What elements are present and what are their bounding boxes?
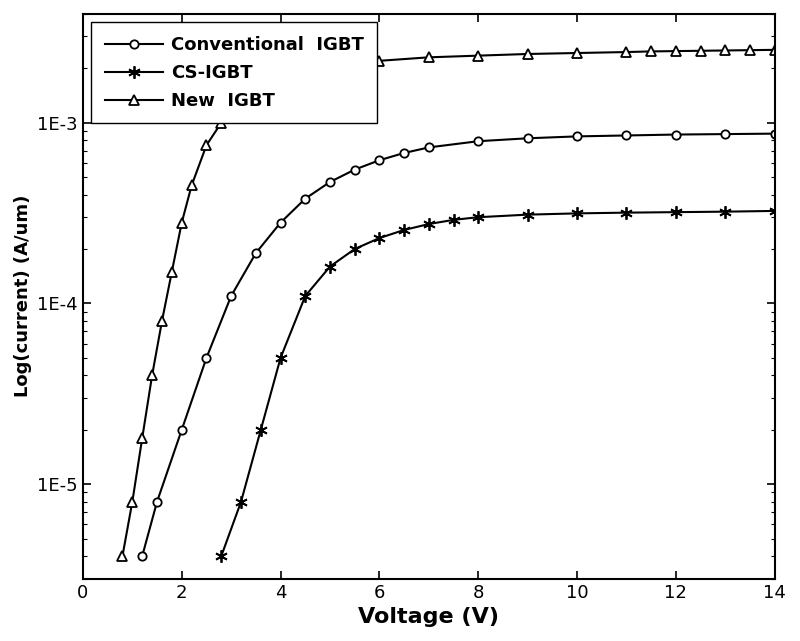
CS-IGBT	[399, 226, 409, 234]
New  IGBT	[167, 268, 177, 276]
New  IGBT	[523, 50, 533, 58]
New  IGBT	[127, 498, 137, 506]
Conventional  IGBT	[770, 129, 779, 137]
CS-IGBT	[721, 208, 730, 215]
New  IGBT	[251, 82, 261, 90]
Line: Conventional  IGBT: Conventional IGBT	[138, 129, 779, 560]
New  IGBT	[202, 142, 211, 149]
CS-IGBT	[374, 234, 384, 242]
Conventional  IGBT	[251, 249, 261, 257]
CS-IGBT	[572, 210, 582, 217]
CS-IGBT	[622, 209, 631, 217]
CS-IGBT	[770, 207, 779, 215]
New  IGBT	[770, 46, 779, 54]
CS-IGBT	[424, 221, 434, 228]
New  IGBT	[622, 48, 631, 56]
New  IGBT	[118, 553, 127, 560]
Line: CS-IGBT: CS-IGBT	[215, 204, 781, 562]
CS-IGBT	[350, 246, 359, 253]
CS-IGBT	[474, 213, 483, 221]
New  IGBT	[226, 104, 236, 112]
New  IGBT	[745, 46, 754, 54]
Conventional  IGBT	[721, 130, 730, 138]
Conventional  IGBT	[374, 156, 384, 164]
New  IGBT	[177, 219, 186, 226]
Conventional  IGBT	[399, 149, 409, 157]
New  IGBT	[217, 119, 226, 126]
Legend: Conventional  IGBT, CS-IGBT, New  IGBT: Conventional IGBT, CS-IGBT, New IGBT	[91, 22, 378, 123]
Conventional  IGBT	[350, 166, 359, 174]
New  IGBT	[187, 181, 197, 189]
Conventional  IGBT	[138, 553, 147, 560]
Conventional  IGBT	[671, 131, 681, 138]
X-axis label: Voltage (V): Voltage (V)	[358, 607, 499, 627]
New  IGBT	[721, 47, 730, 54]
Conventional  IGBT	[424, 144, 434, 151]
New  IGBT	[696, 47, 706, 54]
Conventional  IGBT	[276, 219, 286, 226]
CS-IGBT	[671, 208, 681, 216]
New  IGBT	[147, 372, 157, 379]
CS-IGBT	[325, 263, 334, 271]
New  IGBT	[138, 434, 147, 442]
New  IGBT	[572, 49, 582, 57]
Conventional  IGBT	[572, 133, 582, 140]
New  IGBT	[474, 52, 483, 60]
New  IGBT	[424, 53, 434, 61]
CS-IGBT	[276, 354, 286, 362]
Conventional  IGBT	[474, 137, 483, 145]
Conventional  IGBT	[152, 498, 162, 506]
CS-IGBT	[523, 211, 533, 219]
New  IGBT	[374, 57, 384, 65]
Y-axis label: Log(current) (A/um): Log(current) (A/um)	[14, 195, 32, 397]
CS-IGBT	[236, 498, 246, 506]
New  IGBT	[671, 47, 681, 55]
Conventional  IGBT	[226, 292, 236, 300]
Conventional  IGBT	[523, 135, 533, 142]
New  IGBT	[276, 71, 286, 78]
New  IGBT	[325, 61, 334, 69]
Conventional  IGBT	[202, 354, 211, 362]
Conventional  IGBT	[622, 131, 631, 139]
New  IGBT	[646, 47, 656, 55]
Conventional  IGBT	[301, 195, 310, 203]
Conventional  IGBT	[325, 178, 334, 186]
Conventional  IGBT	[177, 426, 186, 433]
New  IGBT	[157, 317, 166, 325]
CS-IGBT	[217, 553, 226, 560]
CS-IGBT	[256, 426, 266, 433]
CS-IGBT	[449, 216, 458, 224]
CS-IGBT	[301, 292, 310, 300]
Line: New  IGBT: New IGBT	[118, 45, 779, 561]
